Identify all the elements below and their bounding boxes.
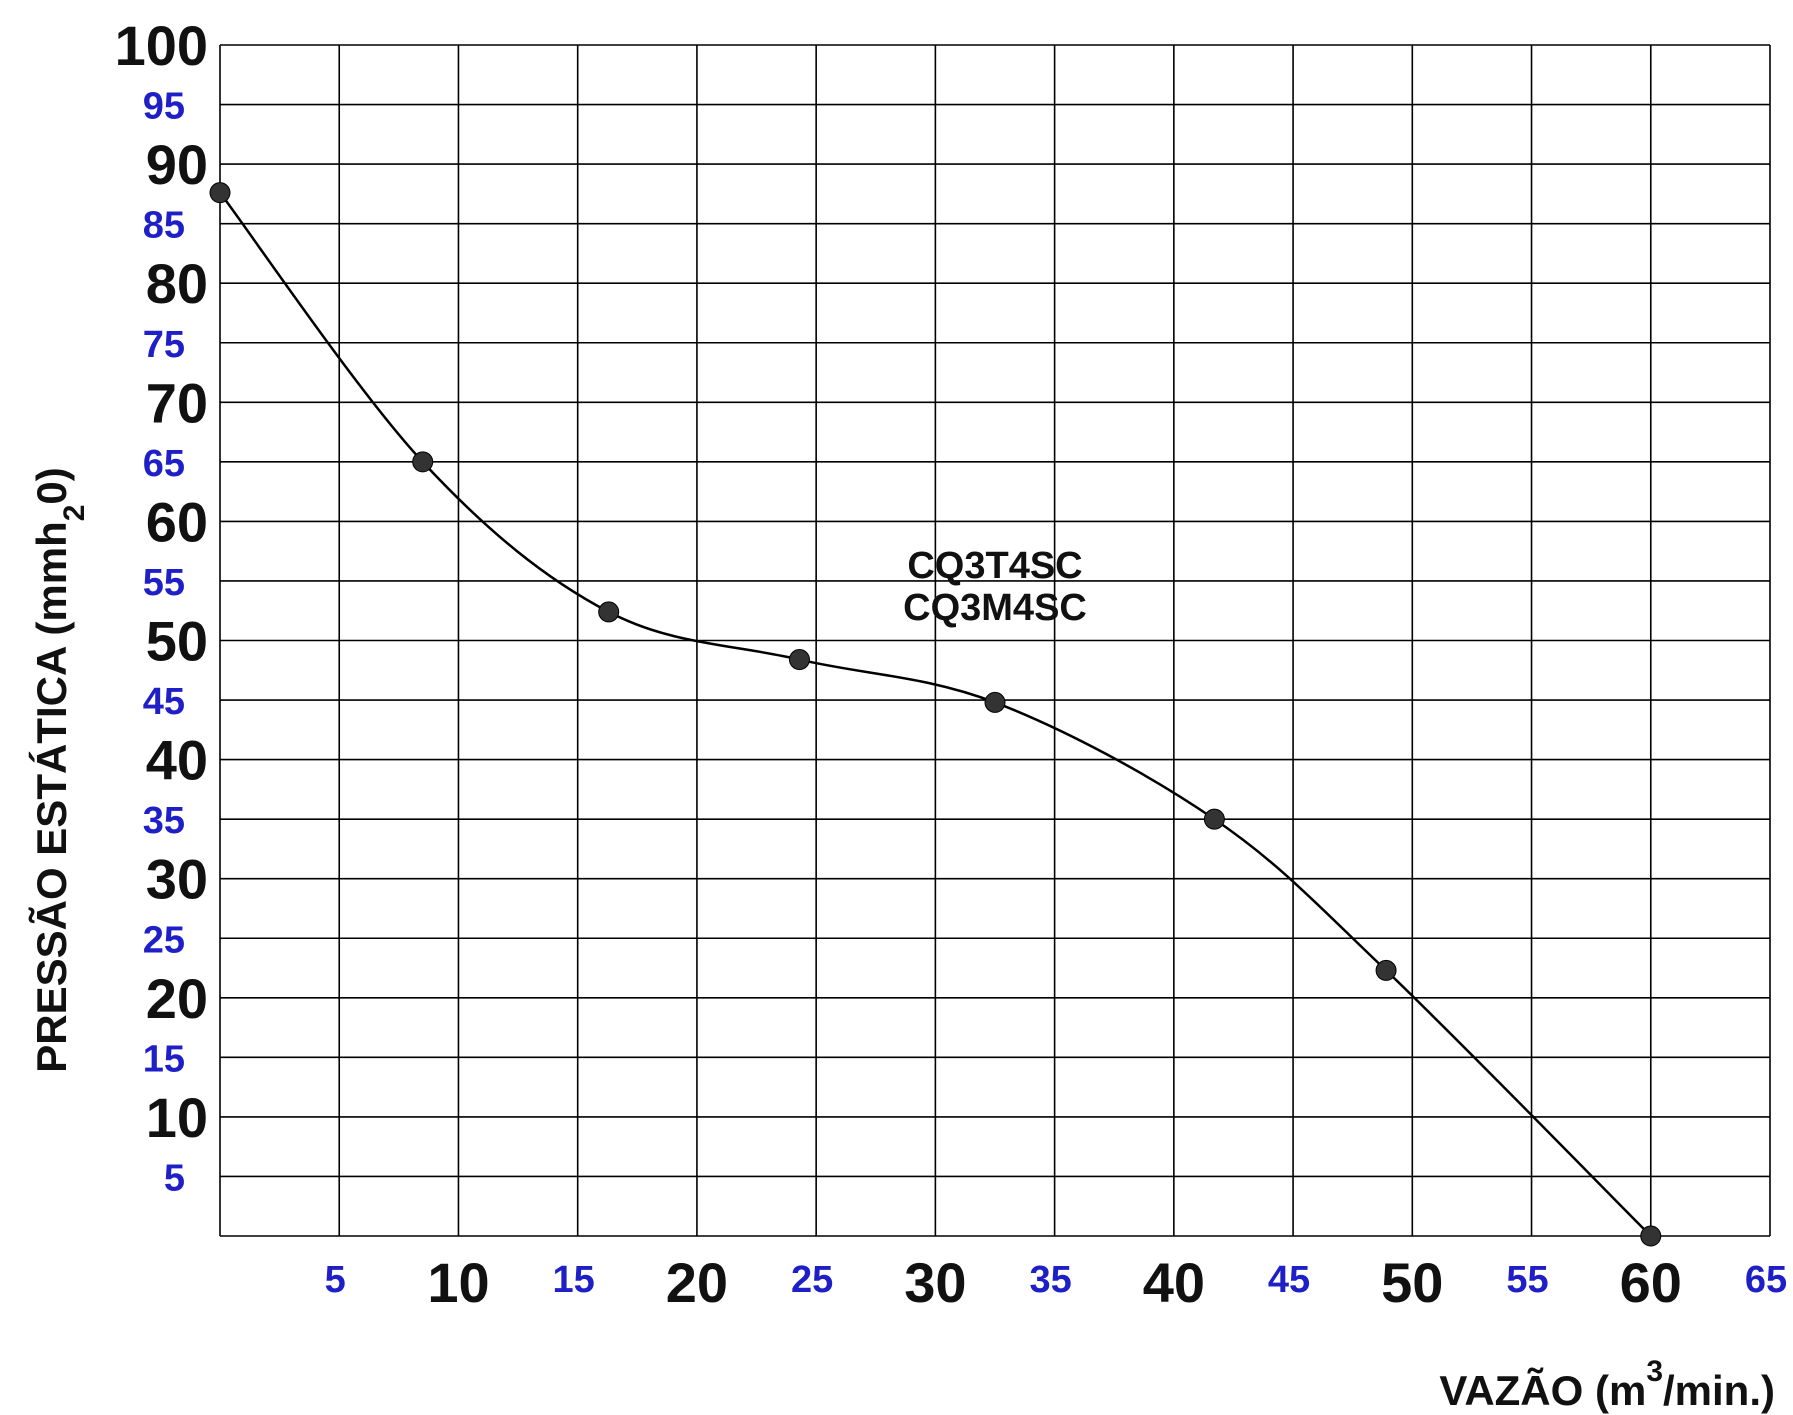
y-tick-label: 30 xyxy=(146,848,208,911)
data-point xyxy=(1203,808,1225,830)
data-point xyxy=(1375,959,1397,981)
y-tick-label: 100 xyxy=(115,14,208,77)
y-tick-label: 60 xyxy=(146,490,208,553)
y-tick-label: 55 xyxy=(143,562,185,604)
x-tick-label: 5 xyxy=(325,1259,346,1301)
y-tick-label: 45 xyxy=(143,681,185,723)
annotation-model-1: CQ3T4SC xyxy=(907,545,1082,587)
annotation-model-2: CQ3M4SC xyxy=(903,587,1087,629)
y-tick-label: 95 xyxy=(143,86,185,128)
x-tick-label: 55 xyxy=(1506,1259,1548,1301)
data-point xyxy=(598,601,620,623)
data-point xyxy=(412,451,434,473)
data-point xyxy=(788,649,810,671)
y-axis-title: PRESSÃO ESTÁTICA (mmh20) xyxy=(28,467,91,1073)
y-tick-label: 20 xyxy=(146,967,208,1030)
x-tick-label: 65 xyxy=(1745,1259,1787,1301)
y-tick-label: 35 xyxy=(143,800,185,842)
data-point xyxy=(984,691,1006,713)
y-tick-label: 5 xyxy=(164,1157,185,1199)
x-tick-label: 20 xyxy=(666,1251,728,1314)
x-tick-labels: 10 20 30 40 50 60 5 15 25 35 45 55 65 xyxy=(325,1251,1787,1314)
x-tick-label: 45 xyxy=(1268,1259,1310,1301)
x-tick-label: 60 xyxy=(1620,1251,1682,1314)
y-tick-label: 85 xyxy=(143,205,185,247)
x-tick-label: 10 xyxy=(427,1251,489,1314)
x-tick-label: 50 xyxy=(1381,1251,1443,1314)
y-tick-label: 80 xyxy=(146,252,208,315)
y-tick-label: 10 xyxy=(146,1086,208,1149)
x-axis-title: VAZÃO (m3/min.) xyxy=(1439,1355,1775,1414)
series-points xyxy=(209,182,1662,1247)
y-tick-label: 65 xyxy=(143,443,185,485)
grid-lines xyxy=(219,44,1771,1237)
data-point xyxy=(209,182,231,204)
x-tick-label: 40 xyxy=(1143,1251,1205,1314)
x-tick-label: 15 xyxy=(553,1259,595,1301)
data-point xyxy=(1640,1225,1662,1247)
y-tick-label: 15 xyxy=(143,1038,185,1080)
y-tick-labels: 10 20 30 40 50 60 70 80 90 100 5 15 25 35 45 55 65 75 85 95 xyxy=(115,14,208,1199)
y-tick-label: 75 xyxy=(143,324,185,366)
y-tick-label: 40 xyxy=(146,729,208,792)
y-tick-label: 70 xyxy=(146,371,208,434)
x-tick-label: 25 xyxy=(791,1259,833,1301)
y-tick-label: 25 xyxy=(143,919,185,961)
x-tick-label: 30 xyxy=(904,1251,966,1314)
y-tick-label: 90 xyxy=(146,133,208,196)
y-tick-label: 50 xyxy=(146,610,208,673)
x-tick-label: 35 xyxy=(1029,1259,1071,1301)
